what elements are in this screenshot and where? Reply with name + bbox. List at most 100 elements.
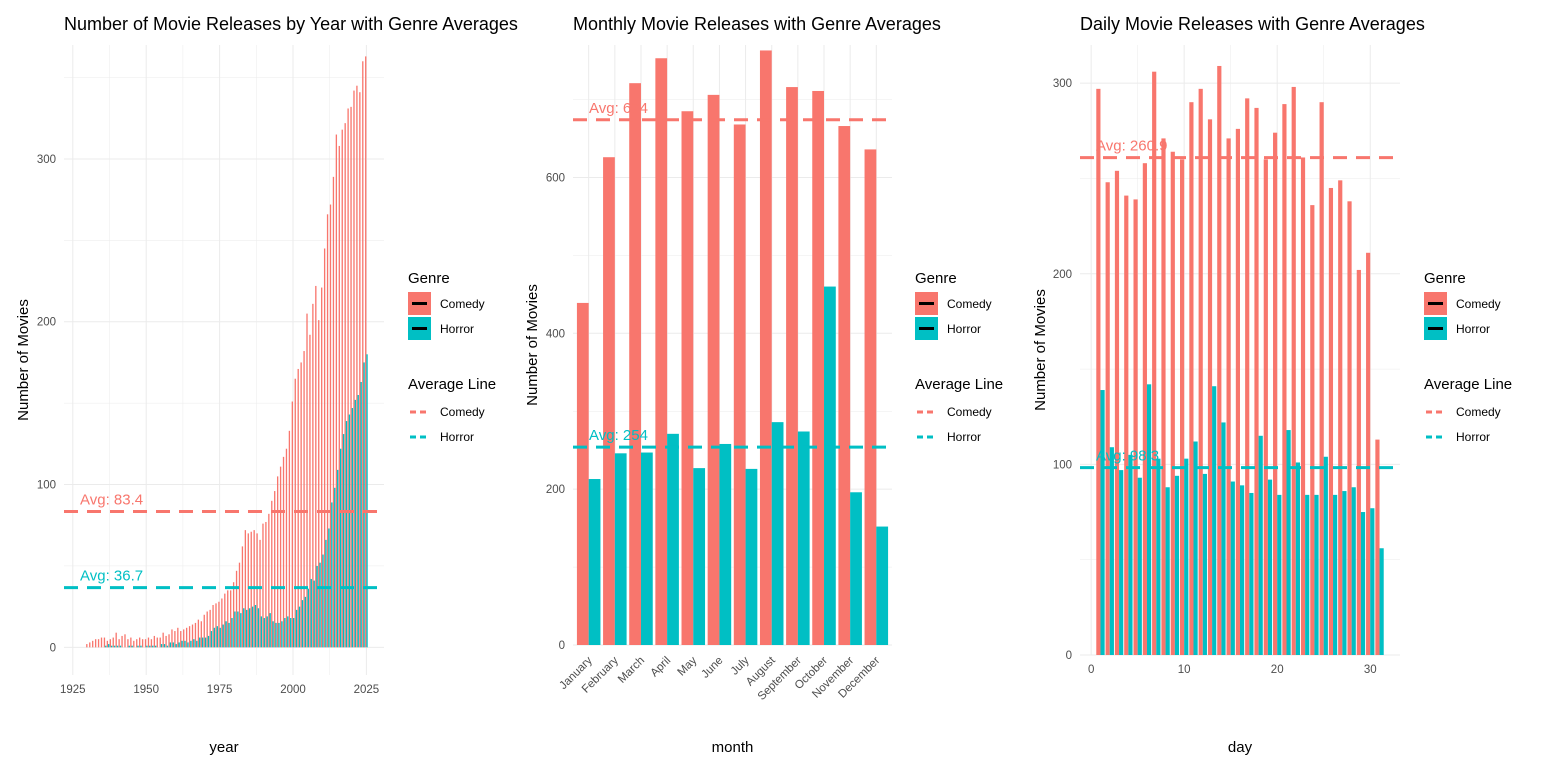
bar-comedy [162,632,164,648]
bar-horror [339,448,342,648]
bar-comedy [309,334,311,648]
bar-comedy [177,627,179,648]
bar-horror [169,642,172,648]
bar-comedy [329,204,332,648]
average-lines: Avg: 674 Avg: 254 [573,100,892,449]
bar-horror [254,605,257,648]
bar-comedy [282,456,285,648]
bar-horror [1165,487,1170,655]
bar-horror [1286,430,1291,655]
bar-horror [172,642,174,648]
legend-avg-label-horror: Horror [440,430,474,444]
bar-comedy [812,90,825,646]
legend-genre-title: Genre [408,270,450,287]
bar-comedy [115,632,117,648]
x-tick-label: 2000 [280,684,306,696]
bar-comedy [247,533,249,648]
bar-horror [797,431,810,645]
bar-comedy [191,624,194,648]
bar-horror [1379,548,1384,655]
y-tick-label: 300 [37,154,56,166]
legend-average-title: Average Line [408,376,496,393]
bar-horror [366,354,368,648]
bar-horror [298,606,301,648]
y-tick-label: 200 [37,317,56,329]
bar-comedy [603,157,615,645]
bar-horror [337,469,339,648]
bar-comedy [139,637,141,648]
chart-panel-3: Daily Movie Releases with Genre Averages… [1032,14,1512,756]
bar-comedy [1133,199,1138,655]
bar-horror [363,362,365,648]
bar-horror [181,640,183,648]
bar-comedy [1310,205,1315,655]
bar-horror [1109,447,1114,655]
bar-comedy [127,639,129,648]
bar-horror [1342,491,1347,655]
bar-horror [307,588,309,648]
x-tick-label: March [616,655,647,686]
bar-horror [313,580,315,648]
x-tick-label: 20 [1271,664,1284,676]
bar-horror [204,637,207,648]
y-tick-label: 100 [37,480,56,492]
bars [1096,65,1384,655]
bar-horror [295,609,298,648]
bar-horror [1370,508,1375,655]
avg-label-comedy: Avg: 260.9 [1096,138,1167,155]
bar-horror [316,565,318,648]
bar-horror [213,627,216,648]
legend: Genre Comedy Horror Average Line Comedy Horro… [408,270,496,444]
bar-comedy [297,368,299,648]
bar-comedy [274,491,276,648]
bar-comedy [112,637,114,648]
chart-title: Daily Movie Releases with Genre Averages [1080,14,1425,34]
bar-comedy [153,635,156,648]
legend: Genre Comedy Horror Average Line Comedy Horro… [915,270,1003,444]
bar-comedy [1328,187,1334,655]
bar-horror [246,609,248,648]
bar-horror [1360,512,1366,655]
bar-horror [113,645,116,648]
bar-comedy [235,570,238,648]
bar-comedy [147,637,150,648]
bar-comedy [1300,157,1306,655]
bar-horror [275,622,277,648]
bar-comedy [332,176,335,648]
chart-panel-1: Number of Movie Releases by Year with Ge… [15,14,518,756]
legend-avg-label-comedy: Comedy [947,405,992,419]
bar-horror [745,468,758,645]
bar-comedy [1198,88,1203,655]
bar-horror [310,578,312,648]
chart-title: Number of Movie Releases by Year with Ge… [64,14,518,34]
bar-comedy [230,590,232,648]
bar-horror [345,421,348,648]
legend-genre-title: Genre [915,270,957,287]
y-tick-label: 600 [546,172,565,184]
bar-comedy [185,627,188,648]
bar-horror [1193,441,1198,655]
bar-horror [304,596,307,648]
bars [576,50,889,646]
x-tick-label: July [729,654,752,677]
bar-comedy [218,601,220,648]
bar-comedy [326,214,329,648]
x-tick-label: June [699,655,725,681]
bar-comedy [1189,102,1194,655]
x-tick-label: May [676,654,700,678]
y-tick-label: 100 [1053,459,1072,471]
bar-horror [334,487,336,648]
bar-comedy [300,362,302,648]
bar-horror [269,613,271,648]
bar-comedy [168,634,170,648]
bar-comedy [365,56,367,648]
bar-comedy [165,635,167,648]
bar-horror [222,624,224,648]
bar-horror [128,645,130,648]
legend-avg-label-horror: Horror [947,430,981,444]
bar-comedy [279,466,282,648]
bar-horror [175,644,177,648]
bar-comedy [288,430,291,648]
x-tick-label: 30 [1364,664,1377,676]
